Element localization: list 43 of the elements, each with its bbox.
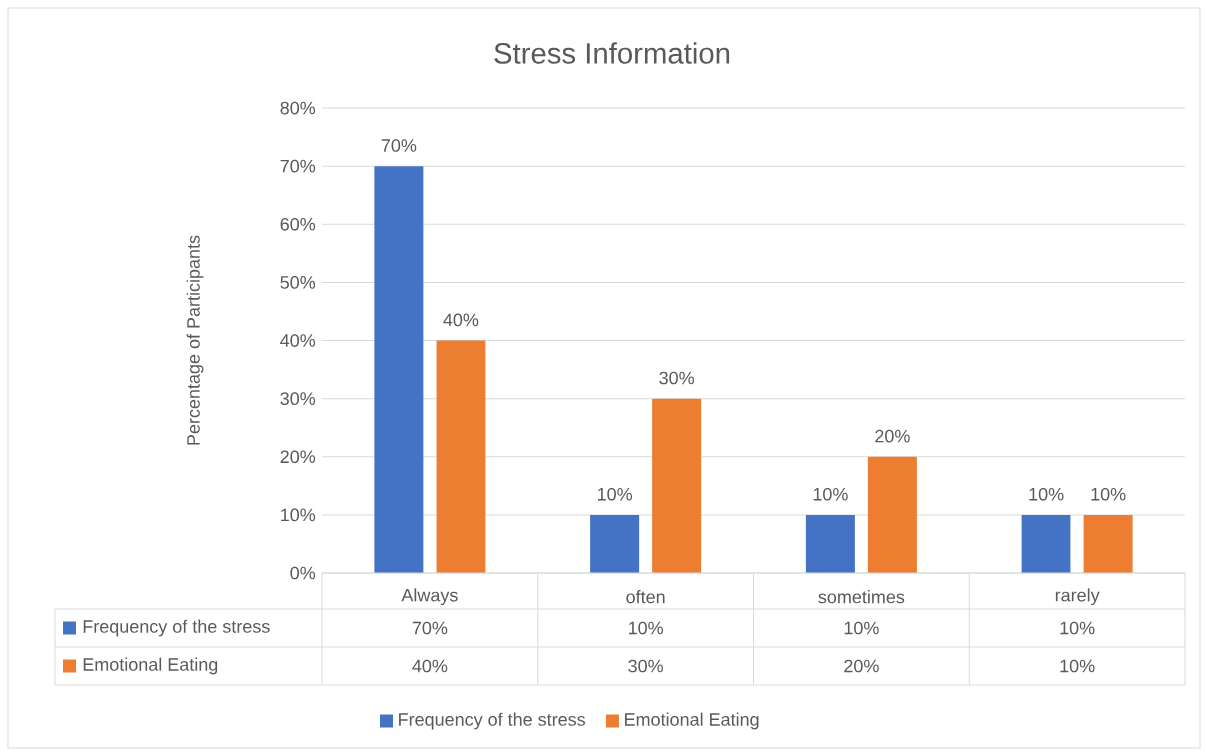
y-tick-label: 70% xyxy=(280,159,316,173)
y-tick-label: 20% xyxy=(280,450,316,464)
bar xyxy=(436,340,486,574)
y-tick-label: 50% xyxy=(280,276,316,289)
text: 70% xyxy=(381,139,417,152)
data-label: 10% xyxy=(1060,659,1095,673)
y-tick-label: 10% xyxy=(281,508,316,522)
x-tick-label: sometimes xyxy=(818,590,905,604)
bar xyxy=(590,514,640,574)
text: Emotional Eating xyxy=(83,657,218,675)
text: 10% xyxy=(598,487,632,501)
legend-label: Frequency of the stress xyxy=(83,619,270,637)
bar xyxy=(652,398,702,574)
x-tick-label: often xyxy=(626,590,665,604)
data-label: 70% xyxy=(412,621,448,635)
text: 20% xyxy=(875,429,910,443)
y-tick-label: 80% xyxy=(280,101,316,115)
chart-title: Stress Information xyxy=(494,42,730,64)
x-tick-label: rarely xyxy=(1055,588,1100,606)
text: 40% xyxy=(443,313,479,327)
text: 30% xyxy=(659,371,694,385)
bar xyxy=(1083,514,1133,574)
data-label: 10% xyxy=(1060,621,1095,635)
text: 10% xyxy=(1091,487,1126,501)
data-label: 10% xyxy=(844,621,879,635)
data-label: 20% xyxy=(844,659,879,673)
text: 10% xyxy=(813,487,848,501)
y-tick-label: 0% xyxy=(290,566,316,580)
y-tick-label: 30% xyxy=(280,392,316,405)
y-axis-title: Percentage of Participants xyxy=(186,235,204,445)
text: 10% xyxy=(1029,487,1064,501)
text: Frequency of the stress xyxy=(399,712,586,730)
data-label: 10% xyxy=(629,621,664,635)
data-label: 40% xyxy=(412,659,448,673)
bar xyxy=(1021,514,1071,574)
bar xyxy=(867,456,917,574)
bar xyxy=(805,514,855,574)
x-tick-label: Always xyxy=(401,588,458,606)
data-label: 30% xyxy=(628,659,664,673)
y-tick-label: 60% xyxy=(280,217,316,231)
bar xyxy=(374,166,424,574)
y-tick-label: 40% xyxy=(280,334,316,347)
legend-label: Emotional Eating xyxy=(625,712,759,730)
